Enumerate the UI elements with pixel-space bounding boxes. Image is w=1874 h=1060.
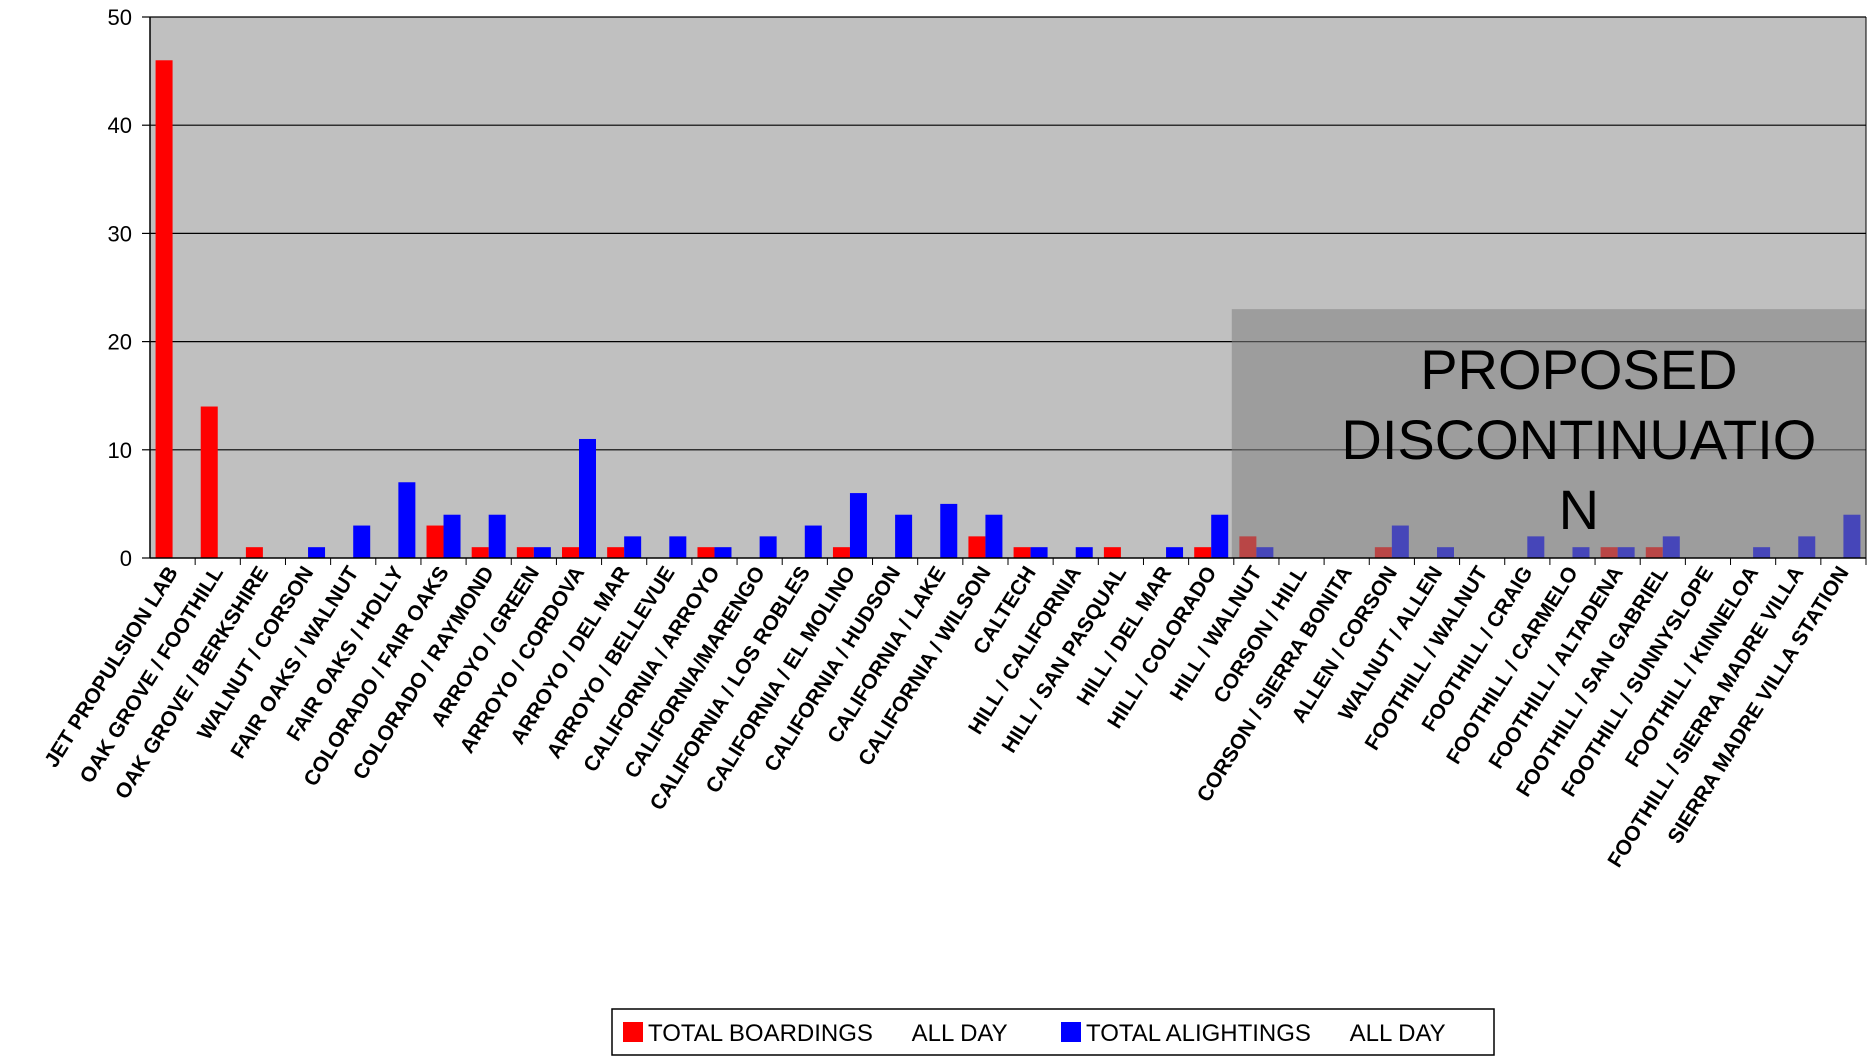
y-tick-label: 40 [108,113,132,138]
boardings-bar [471,547,489,558]
alightings-bar [1166,547,1184,558]
proposed-discontinuation-overlay [1231,309,1866,558]
alightings-bar [804,525,822,558]
alightings-bar [714,547,732,558]
legend-swatch-boardings [623,1022,643,1042]
alightings-bar [895,514,913,558]
alightings-bar [353,525,371,558]
boardings-bar [1013,547,1031,558]
alightings-bar [849,493,867,558]
legend-label-boardings: TOTAL BOARDINGS ALL DAY [648,1020,1008,1047]
legend-label-alightings: TOTAL ALIGHTINGS ALL DAY [1086,1020,1446,1047]
alightings-bar [308,547,326,558]
boardings-bar [697,547,715,558]
boardings-bar [245,547,263,558]
alightings-bar [488,514,506,558]
boardings-bar [426,525,444,558]
legend: TOTAL BOARDINGS ALL DAY TOTAL ALIGHTINGS… [611,1008,1495,1056]
alightings-bar [759,536,777,558]
legend-swatch-alightings [1061,1022,1081,1042]
boardings-bar [155,60,173,558]
boardings-bar [200,406,218,558]
boardings-bar [607,547,625,558]
boardings-bar [1103,547,1121,558]
proposed-discontinuation-label: PROPOSED DISCONTINUATIO N [1341,338,1816,541]
boardings-bar [562,547,579,558]
alightings-bar [533,547,551,558]
y-tick-label: 50 [108,5,132,30]
alightings-bar [985,514,1003,558]
boardings-bar [832,547,850,558]
y-tick-label: 30 [108,221,132,246]
boardings-bar [968,536,986,558]
alightings-bar [443,514,461,558]
y-tick-label: 20 [108,330,132,355]
boardings-bar [1194,547,1212,558]
alightings-bar [1075,547,1093,558]
alightings-bar [1211,514,1229,558]
alightings-bar [624,536,642,558]
bars [155,60,1861,558]
proposed-discontinuation-line: DISCONTINUATIO [1341,408,1816,471]
alightings-bar [940,503,958,558]
boardings-bar [516,547,534,558]
alightings-bar [669,536,687,558]
y-axis-ticks: 0 10 20 30 40 50 [108,5,150,571]
legend-box [611,1008,1495,1056]
proposed-discontinuation-line: N [1559,478,1599,541]
alightings-bar [579,438,596,558]
y-tick-label: 10 [108,438,132,463]
alightings-bar [1030,547,1048,558]
proposed-discontinuation-line: PROPOSED [1420,338,1737,401]
alightings-bar [398,482,416,558]
y-tick-label: 0 [120,546,132,571]
